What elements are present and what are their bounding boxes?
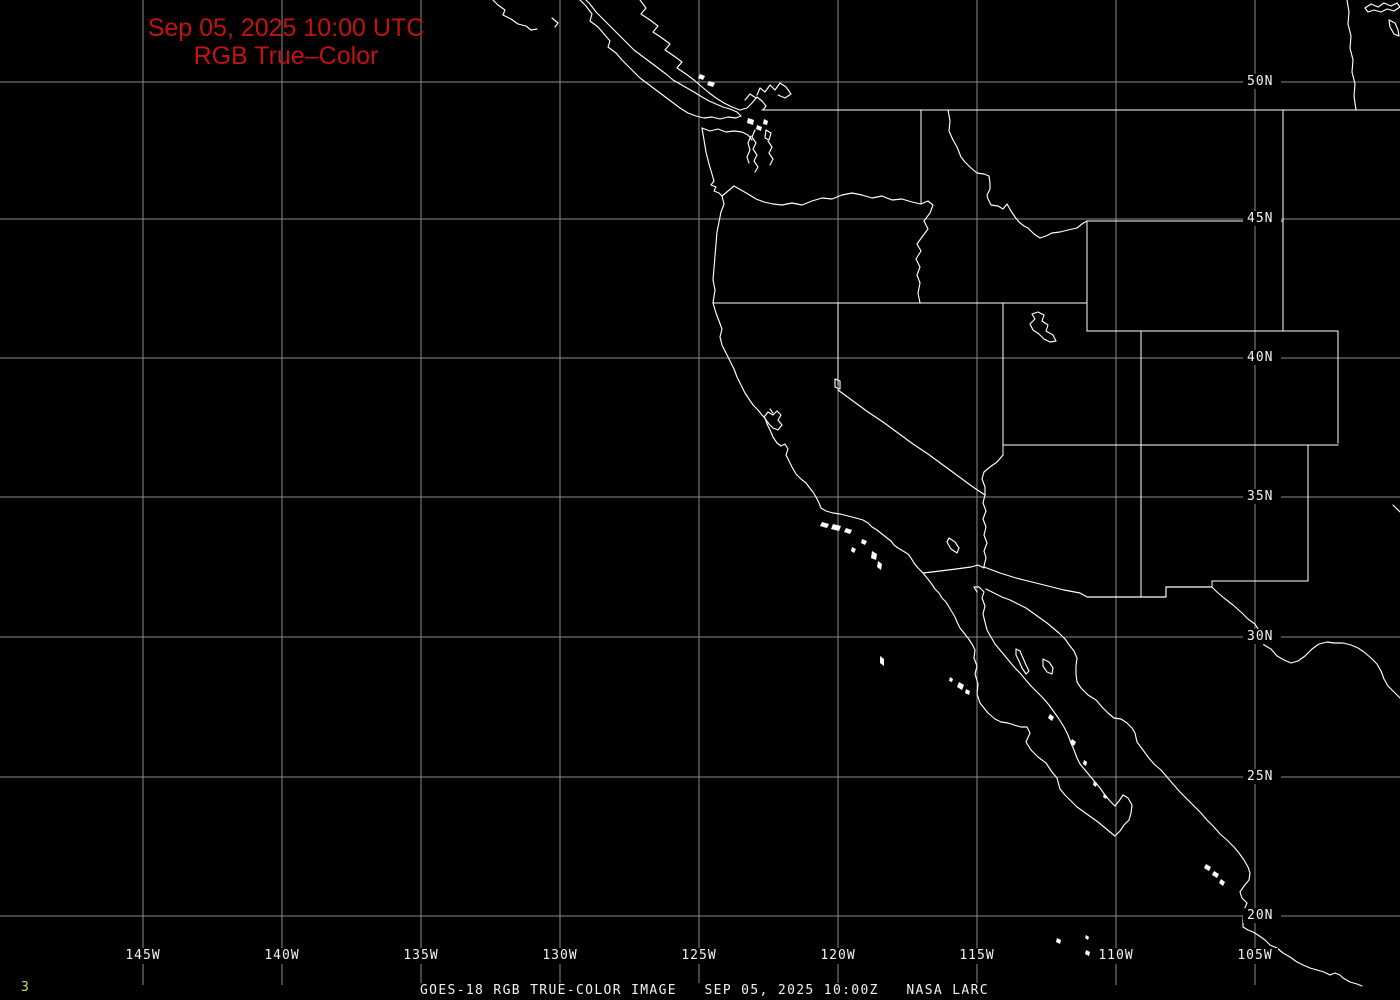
border-or-id-snake-river (915, 200, 934, 304)
island-gulf-5 (1103, 794, 1107, 799)
island-whidbey (764, 129, 772, 141)
islet-top-left (551, 17, 559, 28)
river-texas-tick (1392, 504, 1400, 513)
island-gulf-2 (1070, 739, 1076, 746)
longitude-label: 115W (954, 948, 1000, 964)
island-gulf-1 (1048, 714, 1054, 721)
longitude-label: 135W (398, 948, 444, 964)
coastline-vancouver-island (579, 0, 742, 120)
bay-san-francisco (763, 410, 783, 431)
island-catalina (871, 551, 877, 560)
bay-san-pablo-arm (769, 408, 774, 414)
island-tiburon (1042, 658, 1054, 675)
island-santa-rosa (831, 524, 841, 531)
border-wa-or-columbia-river (721, 185, 922, 206)
coastline-pacific-or-ca (712, 195, 924, 574)
latitude-label: 35N (1243, 489, 1281, 504)
coastline-strait-juan-de-fuca (701, 127, 753, 141)
longitude-label: 110W (1093, 948, 1139, 964)
frame-number: 3 (21, 980, 29, 995)
coastline-puget-sound (751, 129, 759, 173)
lake-tahoe (834, 378, 841, 390)
island-angel-de-la-guarda (1015, 648, 1030, 675)
island-dot-1 (1056, 938, 1061, 944)
river-rio-grande (1211, 586, 1400, 699)
latitude-label: 45N (1243, 211, 1281, 226)
island-dot-2 (1085, 935, 1089, 940)
coastline-bc-mainland (639, 0, 767, 111)
island-tres-marias-1 (1204, 864, 1211, 871)
border-id-mt (947, 109, 1088, 239)
longitude-label: 120W (815, 948, 861, 964)
island-gulf-4 (1093, 781, 1097, 787)
island-gulf-3 (1083, 760, 1087, 766)
latitude-label: 20N (1243, 908, 1281, 923)
island-guadalupe (880, 656, 884, 666)
island-san-juan-1 (747, 118, 754, 125)
latitude-label: 25N (1243, 769, 1281, 784)
coastline-howe-sound-fjords (756, 82, 792, 99)
coastline-jervis-inlet (744, 93, 757, 101)
coastline-haida-gwaii (492, 0, 538, 31)
border-us-mexico-california (922, 564, 985, 574)
island-cedros (957, 682, 964, 690)
border-nm-tx-103w (1211, 444, 1309, 588)
timestamp-label: Sep 05, 2025 10:00 UTC (147, 14, 425, 42)
island-santa-cruz (844, 528, 852, 534)
lake-canada-2 (1388, 19, 1400, 37)
image-caption: GOES-18 RGB TRUE-COLOR IMAGE SEP 05, 202… (420, 983, 989, 999)
longitude-label: 130W (537, 948, 583, 964)
latitude-label: 30N (1243, 629, 1281, 644)
border-az-sonora-diagonal (983, 566, 1213, 598)
island-tres-marias-2 (1212, 871, 1219, 878)
latitude-label: 50N (1243, 74, 1281, 89)
island-san-benito (949, 677, 953, 682)
island-georgia-strait-1 (698, 74, 705, 80)
longitude-label: 145W (120, 948, 166, 964)
latitude-label: 40N (1243, 350, 1281, 365)
island-dot-3 (1085, 950, 1090, 956)
image-header: Sep 05, 2025 10:00 UTC RGB True–Color (140, 14, 432, 70)
island-anacapa (861, 539, 867, 545)
island-san-miguel (820, 522, 829, 528)
coastline-puget-east-channel (767, 140, 774, 166)
island-georgia-strait-2 (707, 81, 715, 87)
longitude-label: 105W (1232, 948, 1278, 964)
longitude-label: 125W (676, 948, 722, 964)
coastline-washington-outer (701, 127, 723, 197)
product-label: RGB True–Color (193, 42, 379, 70)
border-ca-nv-diagonal (837, 389, 986, 496)
coastline-baja-peninsula (922, 572, 1133, 837)
lake-salton-sea (946, 537, 960, 554)
river-saskatchewan (1346, 0, 1357, 111)
lake-canada-1 (1364, 2, 1400, 13)
island-san-juan-2 (756, 125, 762, 131)
island-tres-marias-3 (1219, 879, 1225, 886)
lake-great-salt (1029, 311, 1057, 343)
island-santa-barbara (851, 547, 856, 553)
island-san-juan-3 (763, 119, 768, 125)
longitude-label: 140W (259, 948, 305, 964)
island-san-clemente (877, 561, 882, 570)
river-colorado-nv-az-ca (981, 454, 1004, 567)
coastline-sonora-sinaloa (985, 588, 1363, 987)
coastline-hood-canal (746, 135, 752, 164)
island-natividad (965, 689, 970, 695)
